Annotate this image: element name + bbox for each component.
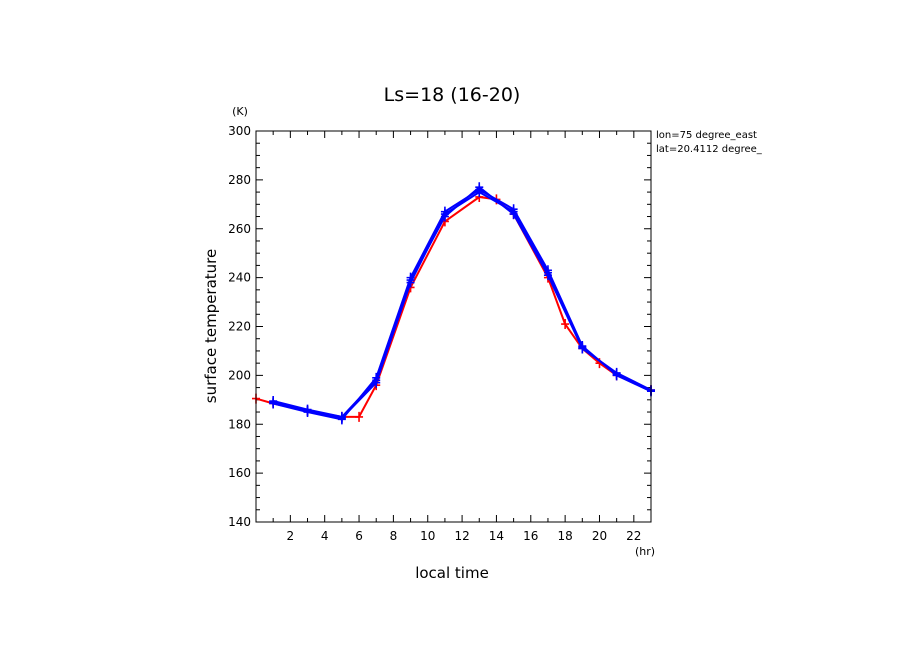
y-tick-label: 220 xyxy=(228,320,251,334)
series-line-1 xyxy=(255,196,652,418)
y-unit-label: (K) xyxy=(232,105,248,118)
lat-annotation: lat=20.4112 degree_ xyxy=(656,144,763,155)
x-tick-label: 18 xyxy=(557,529,572,543)
data-point-marker xyxy=(543,270,552,281)
data-point-marker xyxy=(355,411,364,422)
x-tick-label: 6 xyxy=(355,529,363,543)
x-tick-label: 10 xyxy=(420,529,435,543)
y-tick-label: 140 xyxy=(228,515,251,529)
data-point-marker xyxy=(406,275,415,286)
chart-title: Ls=18 (16-20) xyxy=(384,84,521,106)
data-point-marker xyxy=(475,182,484,193)
data-point-marker xyxy=(269,396,278,407)
x-tick-label: 2 xyxy=(287,529,295,543)
x-tick-label: 4 xyxy=(321,529,329,543)
series-line-3 xyxy=(272,188,652,421)
data-point-marker xyxy=(440,211,449,222)
x-tick-label: 20 xyxy=(592,529,607,543)
x-tick-label: 22 xyxy=(626,529,641,543)
data-point-marker xyxy=(612,367,621,378)
lon-annotation: lon=75 degree_east xyxy=(656,130,757,141)
plot-frame xyxy=(255,130,652,523)
axis-ticks: 2 4 6 8 10 12 14 16 18 20 22 140 160 180 200 220 240 260 2… xyxy=(228,124,651,543)
x-unit-label: (hr) xyxy=(635,545,655,558)
y-tick-label: 240 xyxy=(228,271,251,285)
y-tick-label: 260 xyxy=(228,222,251,236)
data-point-marker xyxy=(578,343,587,354)
x-axis-label: local time xyxy=(415,564,489,582)
data-point-marker xyxy=(303,404,312,415)
x-tick-label: 12 xyxy=(454,529,469,543)
x-tick-label: 14 xyxy=(489,529,504,543)
data-point-marker xyxy=(561,319,570,330)
y-tick-label: 160 xyxy=(228,466,251,480)
data-series xyxy=(252,182,655,425)
data-point-marker xyxy=(337,411,346,422)
y-tick-label: 200 xyxy=(228,368,251,382)
data-point-marker xyxy=(509,209,518,220)
data-point-marker xyxy=(372,375,381,386)
series-line-2 xyxy=(272,191,652,420)
series-line-4 xyxy=(272,186,652,418)
y-tick-label: 280 xyxy=(228,173,251,187)
y-tick-label: 180 xyxy=(228,417,251,431)
x-tick-label: 16 xyxy=(523,529,538,543)
x-tick-label: 8 xyxy=(390,529,398,543)
y-tick-label: 300 xyxy=(228,124,251,138)
y-axis-label: surface temperature xyxy=(202,249,220,404)
